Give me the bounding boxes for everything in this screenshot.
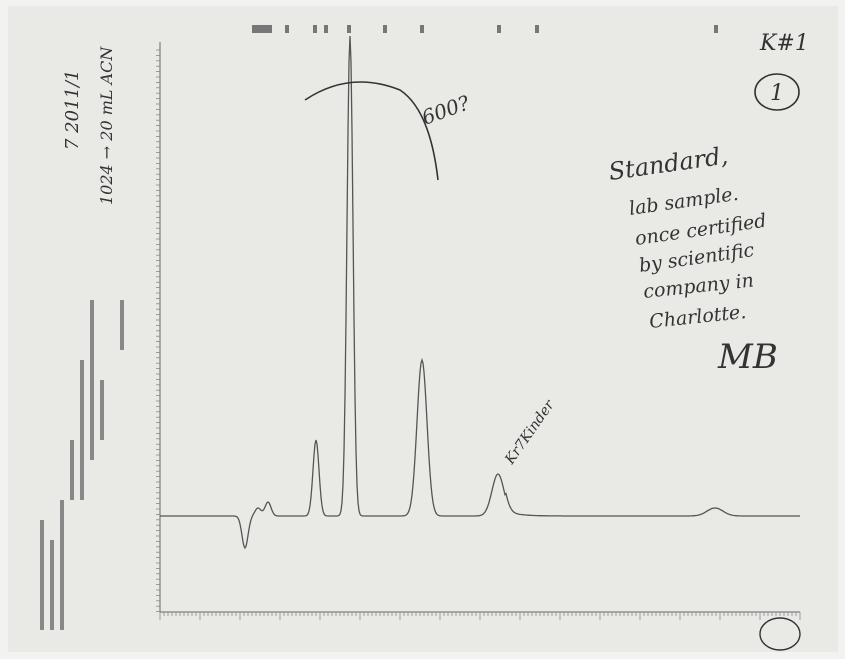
left-note: 7 2011/1 <box>62 70 83 151</box>
print-line <box>120 300 124 350</box>
page-number: 1 <box>770 81 784 106</box>
marker <box>285 25 289 33</box>
peak-markers <box>252 25 718 33</box>
marker <box>420 25 424 33</box>
marker <box>714 25 718 33</box>
hand-arc <box>304 81 439 181</box>
signature: MB <box>717 337 778 377</box>
print-line <box>90 300 94 460</box>
print-line <box>100 380 104 440</box>
sample-id: K#1 <box>759 31 809 56</box>
marker <box>252 25 272 33</box>
circle <box>754 73 800 111</box>
print-line <box>60 500 64 630</box>
marker <box>383 25 387 33</box>
marker <box>313 25 317 33</box>
marker <box>347 25 351 33</box>
print-line <box>50 540 54 630</box>
axis-ticks <box>156 49 801 620</box>
left-note: 1024 → 20 mL ACN <box>97 46 116 205</box>
marker <box>535 25 539 33</box>
chromatogram-trace <box>160 35 800 550</box>
print-line <box>80 360 84 500</box>
marker <box>497 25 501 33</box>
circle <box>759 617 801 651</box>
print-block <box>40 300 124 630</box>
print-line <box>70 440 74 500</box>
page <box>8 6 838 652</box>
marker <box>324 25 328 33</box>
print-line <box>40 520 44 630</box>
